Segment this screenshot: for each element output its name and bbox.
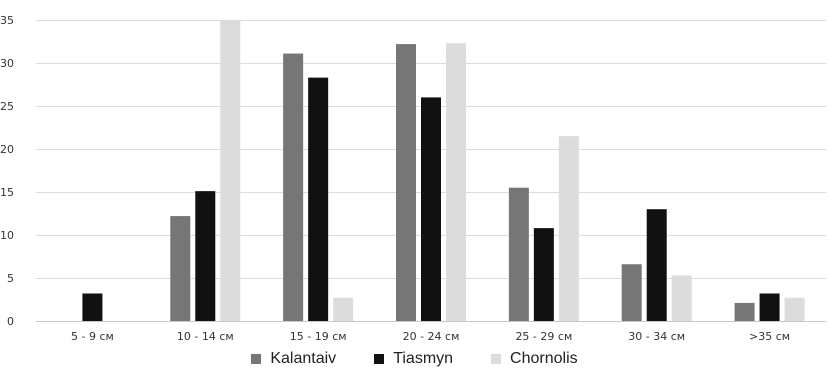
x-tick-label: 15 - 19 см [290,330,347,343]
bar-kalantaiv-3 [283,53,304,321]
bar-chornolis-5 [558,136,579,321]
bar-tiasmyn-5 [533,228,554,321]
x-tick-label: 20 - 24 см [403,330,460,343]
y-tick-label: 10 [0,229,14,242]
bars [82,20,805,322]
bar-chornolis-2 [220,20,241,321]
bar-tiasmyn-1 [82,293,103,321]
legend-swatch-kalantaiv [251,354,262,364]
bar-kalantaiv-5 [508,187,529,321]
y-tick-label: 25 [0,100,14,113]
x-tick-label: 25 - 29 см [515,330,572,343]
legend: Kalantaiv Tiasmyn Chornolis [0,350,829,368]
bar-kalantaiv-2 [170,216,191,321]
legend-label-kalantaiv: Kalantaiv [270,350,337,367]
legend-item-kalantaiv: Kalantaiv [251,350,336,368]
bar-chornolis-6 [671,275,692,321]
bar-tiasmyn-3 [308,77,329,322]
bar-kalantaiv-6 [621,264,642,321]
y-tick-label: 20 [0,143,14,156]
bar-chornolis-3 [333,297,354,321]
x-tick-label: 10 - 14 см [177,330,234,343]
bar-kalantaiv-7 [734,302,755,321]
bar-tiasmyn-7 [759,293,780,321]
y-tick-label: 5 [7,272,14,285]
legend-item-tiasmyn: Tiasmyn [374,350,453,368]
bar-chornolis-4 [446,43,466,321]
bar-tiasmyn-2 [195,191,216,321]
legend-item-chornolis: Chornolis [491,350,578,368]
y-tick-label: 15 [0,186,14,199]
legend-label-chornolis: Chornolis [510,350,578,367]
y-tick-label: 35 [0,14,14,27]
bar-chornolis-7 [784,297,805,321]
y-tick-label: 30 [0,57,14,70]
x-tick-label: >35 см [749,330,790,343]
bar-tiasmyn-4 [421,97,441,322]
x-tick-label: 5 - 9 см [71,330,114,343]
legend-label-tiasmyn: Tiasmyn [393,350,454,367]
bar-kalantaiv-4 [396,44,416,322]
legend-swatch-tiasmyn [374,354,385,364]
x-tick-label: 30 - 34 см [628,330,685,343]
x-axis-ticks: 5 - 9 см 10 - 14 см 15 - 19 см 20 - 24 см 25… [71,330,790,343]
y-tick-label: 0 [7,315,14,328]
y-axis-ticks: 0 5 10 15 20 25 30 35 [0,14,14,328]
bar-tiasmyn-6 [646,209,667,321]
legend-swatch-chornolis [491,354,502,364]
